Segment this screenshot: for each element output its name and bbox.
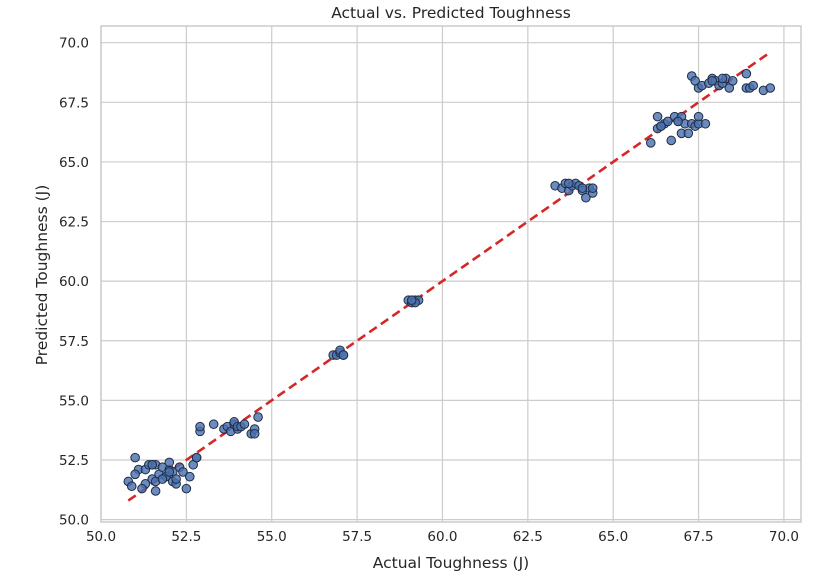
y-tick-labels: 50.0 52.5 55.0 57.5 60.0 62.5 65.0 67.5 70.0 xyxy=(59,36,89,529)
data-point xyxy=(645,138,656,148)
data-point xyxy=(184,471,195,482)
data-point xyxy=(181,483,192,494)
y-tick-label: 50.0 xyxy=(59,513,89,529)
data-point xyxy=(717,73,728,84)
data-point xyxy=(577,183,588,193)
x-tick-label: 57.5 xyxy=(342,529,372,545)
data-point xyxy=(239,419,250,430)
y-tick-label: 70.0 xyxy=(59,36,89,52)
data-point xyxy=(656,121,666,131)
data-point xyxy=(249,428,260,439)
data-point xyxy=(673,116,683,127)
y-tick-label: 65.0 xyxy=(59,155,89,171)
grid-lines xyxy=(100,26,801,522)
data-point xyxy=(178,467,188,477)
data-point xyxy=(164,457,175,468)
y-tick-label: 52.5 xyxy=(59,453,89,469)
data-point xyxy=(208,419,219,430)
data-point xyxy=(587,183,598,193)
x-tick-label: 50.0 xyxy=(86,529,116,545)
data-point xyxy=(663,116,673,127)
data-point xyxy=(700,118,711,129)
data-point xyxy=(191,452,202,463)
x-tick-labels: 50.0 52.5 55.0 57.5 60.0 62.5 65.0 67.5 70.0 xyxy=(86,529,799,545)
data-point xyxy=(137,483,147,494)
data-point xyxy=(253,412,263,422)
data-point xyxy=(126,481,137,492)
x-tick-label: 62.5 xyxy=(513,529,543,545)
data-point xyxy=(564,178,574,189)
data-point xyxy=(164,467,175,477)
x-tick-label: 67.5 xyxy=(684,529,714,545)
x-tick-label: 60.0 xyxy=(427,529,457,545)
x-tick-label: 55.0 xyxy=(257,529,287,545)
data-point xyxy=(727,76,738,86)
data-point xyxy=(157,474,168,484)
data-point xyxy=(683,128,694,139)
data-point xyxy=(406,295,417,306)
y-tick-label: 57.5 xyxy=(59,334,89,350)
data-point xyxy=(130,452,140,463)
chart-title: Actual vs. Predicted Toughness xyxy=(331,4,571,22)
x-tick-label: 70.0 xyxy=(769,529,799,545)
plot-frame xyxy=(100,25,802,523)
y-tick-label: 67.5 xyxy=(59,95,89,111)
data-point xyxy=(741,68,752,79)
data-point xyxy=(765,83,776,93)
data-point xyxy=(150,486,161,496)
data-point xyxy=(171,474,181,484)
data-point xyxy=(147,459,158,470)
data-point xyxy=(652,111,663,122)
y-tick-label: 55.0 xyxy=(59,393,89,409)
x-tick-label: 52.5 xyxy=(171,529,201,545)
x-axis-title: Actual Toughness (J) xyxy=(373,554,529,572)
data-point xyxy=(707,76,718,86)
y-tick-label: 60.0 xyxy=(59,274,89,290)
data-point xyxy=(581,192,591,203)
data-point xyxy=(338,350,349,360)
data-points xyxy=(123,68,776,496)
y-tick-label: 62.5 xyxy=(59,215,89,231)
data-point xyxy=(693,111,704,122)
y-axis-title: Predicted Toughness (J) xyxy=(33,185,51,366)
data-point xyxy=(666,135,677,146)
x-tick-label: 65.0 xyxy=(598,529,628,545)
data-point xyxy=(130,469,140,480)
data-point xyxy=(195,421,205,432)
data-point xyxy=(748,80,758,91)
